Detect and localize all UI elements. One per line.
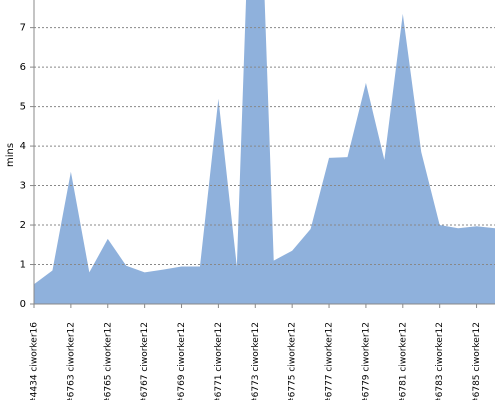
x-tick-label: #6769 ciworker12 — [177, 322, 187, 400]
y-axis-label: mins — [5, 143, 16, 167]
x-tick-label: #6767 ciworker12 — [140, 322, 150, 400]
x-tick-label: #6773 ciworker12 — [251, 322, 261, 400]
x-tick-label: #6779 ciworker12 — [361, 322, 371, 400]
x-tick-label: #6771 ciworker12 — [214, 322, 224, 400]
y-tick-label: 4 — [20, 141, 26, 152]
x-tick-label: #6785 ciworker12 — [472, 322, 482, 400]
y-tick-label: 6 — [20, 62, 26, 73]
x-tick-label: #6783 ciworker12 — [435, 322, 445, 400]
y-tick-label: 5 — [20, 102, 26, 113]
x-tick-label: #6781 ciworker12 — [398, 322, 408, 400]
x-tick-label: #4434 ciworker16 — [30, 322, 40, 400]
y-tick-label: 3 — [20, 181, 26, 192]
x-tick-label: #6777 ciworker12 — [325, 322, 335, 400]
x-tick-label: #6763 ciworker12 — [66, 322, 76, 400]
x-tick-label: #6775 ciworker12 — [288, 322, 298, 400]
y-tick-label: 7 — [20, 23, 26, 34]
y-tick-label: 0 — [20, 299, 26, 310]
y-tick-label: 2 — [20, 220, 26, 231]
x-tick-label: #6765 ciworker12 — [103, 322, 113, 400]
area — [34, 0, 495, 304]
y-tick-label: 1 — [20, 260, 26, 271]
